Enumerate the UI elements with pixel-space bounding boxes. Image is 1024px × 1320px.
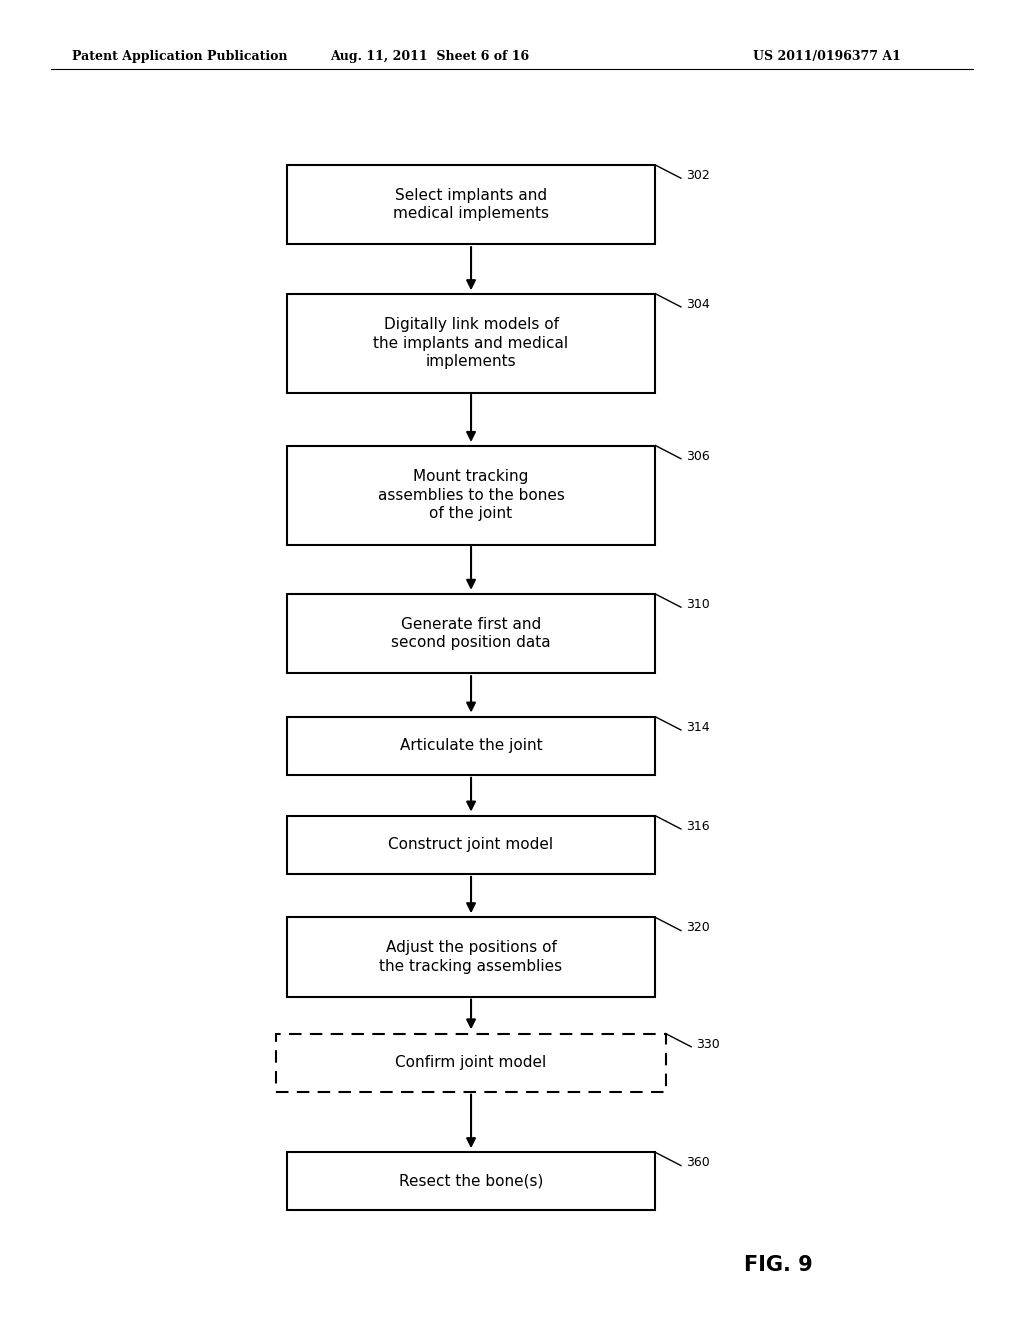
Text: 304: 304 (686, 298, 710, 310)
Text: 302: 302 (686, 169, 710, 182)
Text: US 2011/0196377 A1: US 2011/0196377 A1 (754, 50, 901, 63)
Text: Confirm joint model: Confirm joint model (395, 1055, 547, 1071)
Text: Resect the bone(s): Resect the bone(s) (399, 1173, 543, 1189)
Text: 306: 306 (686, 450, 710, 462)
Text: FIG. 9: FIG. 9 (743, 1254, 813, 1275)
FancyBboxPatch shape (287, 1152, 655, 1210)
Text: Mount tracking
assemblies to the bones
of the joint: Mount tracking assemblies to the bones o… (378, 469, 564, 521)
Text: Adjust the positions of
the tracking assemblies: Adjust the positions of the tracking ass… (380, 940, 562, 974)
Text: 330: 330 (696, 1038, 720, 1051)
Text: Digitally link models of
the implants and medical
implements: Digitally link models of the implants an… (374, 317, 568, 370)
FancyBboxPatch shape (287, 294, 655, 393)
Text: 320: 320 (686, 921, 710, 935)
Text: 310: 310 (686, 598, 710, 611)
Text: Patent Application Publication: Patent Application Publication (72, 50, 287, 63)
Text: 316: 316 (686, 820, 710, 833)
Text: Construct joint model: Construct joint model (388, 837, 554, 853)
Text: Generate first and
second position data: Generate first and second position data (391, 616, 551, 651)
FancyBboxPatch shape (287, 917, 655, 997)
FancyBboxPatch shape (276, 1034, 666, 1092)
Text: Select implants and
medical implements: Select implants and medical implements (393, 187, 549, 222)
Text: 314: 314 (686, 721, 710, 734)
Text: Aug. 11, 2011  Sheet 6 of 16: Aug. 11, 2011 Sheet 6 of 16 (331, 50, 529, 63)
Text: 360: 360 (686, 1156, 710, 1170)
FancyBboxPatch shape (287, 816, 655, 874)
Text: Articulate the joint: Articulate the joint (399, 738, 543, 754)
FancyBboxPatch shape (287, 594, 655, 673)
FancyBboxPatch shape (287, 717, 655, 775)
FancyBboxPatch shape (287, 446, 655, 544)
FancyBboxPatch shape (287, 165, 655, 244)
